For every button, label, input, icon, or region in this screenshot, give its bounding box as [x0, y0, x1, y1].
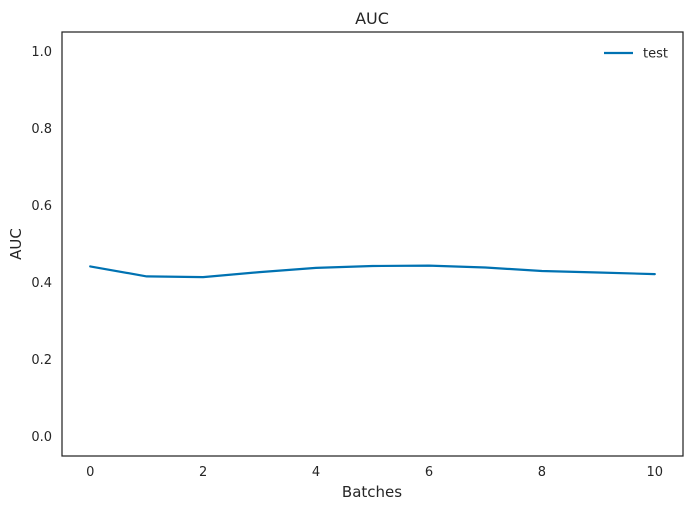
x-axis-ticks: 0 2 4 6 8 10	[86, 465, 663, 480]
y-axis-label: AUC	[7, 228, 25, 260]
x-tick-label: 2	[199, 465, 207, 480]
y-tick-label: 0.8	[31, 122, 52, 137]
plot-frame	[61, 31, 684, 457]
chart-title: AUC	[355, 9, 389, 28]
x-tick-label: 4	[312, 465, 320, 480]
y-axis-ticks: 0.0 0.2 0.4 0.6 0.8 1.0	[31, 45, 52, 445]
y-tick-label: 0.2	[31, 353, 52, 368]
legend: test	[604, 47, 668, 62]
x-tick-label: 0	[86, 465, 94, 480]
x-tick-label: 10	[646, 465, 663, 480]
x-tick-label: 8	[538, 465, 546, 480]
series-line-test	[89, 264, 656, 279]
x-axis-label: Batches	[342, 483, 402, 501]
series-layer	[89, 264, 656, 279]
y-tick-label: 0.4	[31, 276, 52, 291]
x-tick-label: 6	[425, 465, 433, 480]
y-tick-label: 1.0	[31, 45, 52, 60]
y-tick-label: 0.6	[31, 199, 52, 214]
legend-label-test: test	[643, 47, 668, 62]
y-tick-label: 0.0	[31, 430, 52, 445]
